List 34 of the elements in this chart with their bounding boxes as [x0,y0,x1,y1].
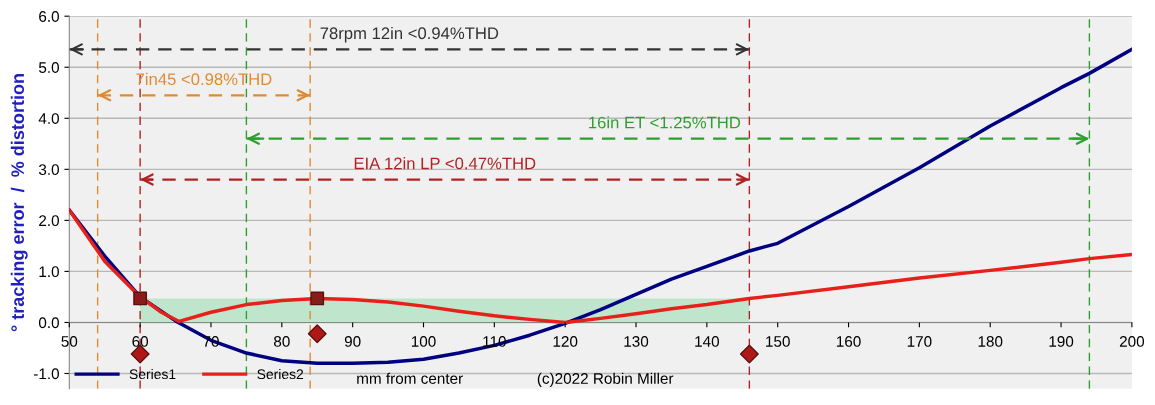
y-tick-label: 2.0 [39,215,59,227]
annotation: EIA 12in LP <0.47%THD [354,157,536,170]
y-tick-label: 6.0 [39,11,59,22]
x-tick-label: 200 [1119,336,1145,347]
x-tick-label: 150 [766,336,790,347]
legend-label: Series2 [257,368,304,380]
x-tick-label: 160 [836,336,861,347]
y-tick-label: 3.0 [38,164,59,176]
point [133,291,148,306]
annotation: (c)2022 Robin Miller [537,372,674,387]
y-tick-label: 4.0 [38,113,59,124]
x-tick-label: 80 [273,336,290,347]
y-axis-title: ° tracking error / % distortion [10,74,28,332]
x-tick-label: 120 [553,336,578,347]
point [310,291,325,306]
point [739,344,759,364]
y-tick-label: 1.0 [39,266,59,278]
x-tick-label: 100 [411,336,436,347]
point [307,324,327,344]
annotation: 16in ET <1.25%THD [589,116,741,129]
legend-label: Series1 [129,368,176,380]
y-tick-label: 0.0 [38,317,59,329]
x-tick-label: 190 [1049,336,1074,347]
x-tick-label: 180 [978,336,1003,347]
x-tick-label: 130 [624,336,649,347]
line-series [69,208,1132,325]
x-tick-label: 90 [344,336,361,347]
y-tick-label: -1.0 [33,368,59,380]
x-tick-label: 50 [61,336,78,347]
y-tick-label: 5.0 [38,62,59,73]
x-axis-title: mm from center [357,372,463,384]
annotation: 78rpm 12in <0.94%THD [320,26,499,43]
x-tick-label: 140 [695,336,720,347]
x-tick-label: 170 [907,336,932,347]
